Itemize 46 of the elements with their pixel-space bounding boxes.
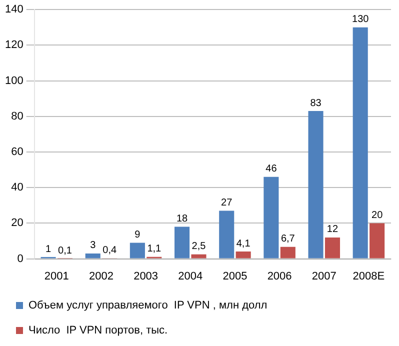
bar <box>324 237 340 258</box>
data-label: 2,5 <box>192 241 206 252</box>
data-label: 6,7 <box>280 234 296 245</box>
bar <box>85 253 100 258</box>
data-label: 130 <box>352 14 370 26</box>
data-label: 3 <box>90 240 96 252</box>
bar <box>191 254 206 258</box>
y-tick-label: 60 <box>11 146 24 158</box>
data-label: 1 <box>46 244 52 255</box>
data-label: 9 <box>134 230 141 241</box>
bar <box>352 27 368 258</box>
bar <box>370 223 385 258</box>
bar <box>174 226 190 258</box>
bar <box>308 111 324 258</box>
data-label: 83 <box>310 98 322 109</box>
y-tick-label: 140 <box>4 4 24 16</box>
bar <box>264 176 279 258</box>
legend-label: Число IP VPN портов, тыс. <box>28 324 168 337</box>
x-tick-label: 2007 <box>312 270 336 282</box>
data-label: 46 <box>266 164 278 175</box>
legend-label: Объем услуг управляемого IP VPN , млн долл <box>28 300 268 312</box>
data-label: 0,4 <box>102 244 117 256</box>
bar <box>236 252 251 258</box>
y-tick-label: 40 <box>11 182 24 194</box>
x-tick-label: 2001 <box>44 270 69 282</box>
data-label: 4,1 <box>236 238 251 250</box>
y-tick-label: 0 <box>17 252 24 265</box>
bar <box>280 246 296 258</box>
bar <box>219 210 234 258</box>
data-label: 12 <box>326 224 338 236</box>
data-label: 18 <box>176 214 188 225</box>
data-label: 20 <box>372 210 384 221</box>
x-tick-label: 2008E <box>352 270 385 282</box>
x-tick-label: 2006 <box>267 270 292 282</box>
y-tick-label: 120 <box>4 39 24 52</box>
x-tick-label: 2004 <box>178 270 203 282</box>
bar <box>130 242 145 258</box>
y-tick-label: 80 <box>11 110 24 122</box>
data-label: 0,1 <box>58 245 72 256</box>
x-tick-label: 2002 <box>88 270 114 282</box>
data-label: 27 <box>221 197 233 208</box>
y-tick-label: 20 <box>11 217 24 230</box>
x-tick-label: 2005 <box>222 270 248 282</box>
x-tick-label: 2003 <box>134 270 158 282</box>
y-tick-label: 100 <box>4 74 24 87</box>
data-label: 1,1 <box>147 244 162 255</box>
